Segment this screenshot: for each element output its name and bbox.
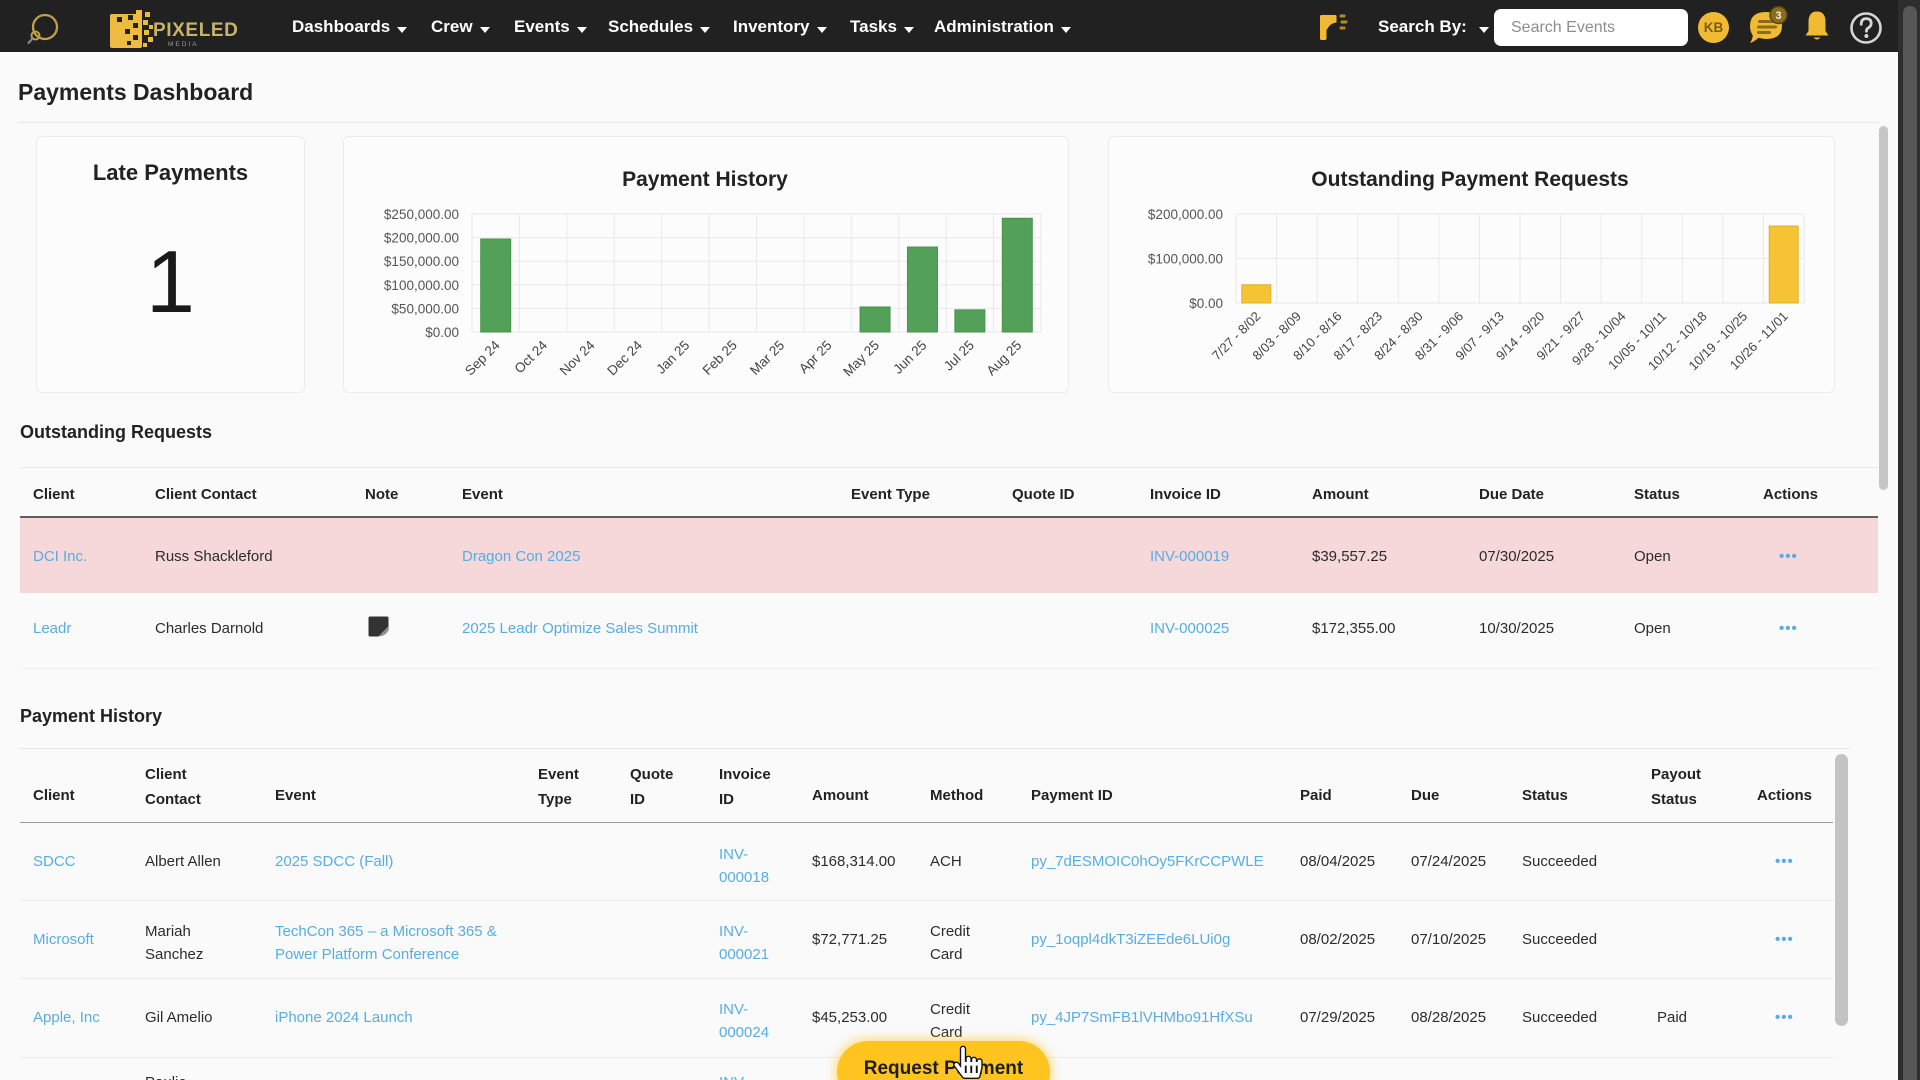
svg-text:Jun 25: Jun 25	[890, 338, 929, 377]
svg-text:Jul 25: Jul 25	[941, 338, 977, 374]
svg-text:Nov 24: Nov 24	[557, 337, 598, 378]
svg-text:$150,000.00: $150,000.00	[384, 254, 459, 269]
svg-text:Aug 25: Aug 25	[984, 338, 1025, 379]
svg-text:$200,000.00: $200,000.00	[1148, 207, 1223, 222]
svg-text:$250,000.00: $250,000.00	[384, 207, 459, 222]
svg-text:Apr 25: Apr 25	[796, 338, 835, 377]
svg-text:Sep 24: Sep 24	[462, 337, 503, 378]
svg-text:$50,000.00: $50,000.00	[391, 301, 459, 316]
svg-text:Feb 25: Feb 25	[700, 338, 740, 378]
svg-text:$100,000.00: $100,000.00	[384, 278, 459, 293]
svg-text:Jan 25: Jan 25	[653, 338, 692, 377]
svg-text:PIXELED: PIXELED	[153, 20, 239, 41]
svg-text:Oct 24: Oct 24	[512, 337, 551, 376]
svg-text:May 25: May 25	[840, 338, 882, 380]
svg-text:Dec 24: Dec 24	[604, 337, 645, 378]
svg-text:Outstanding Payment Requests: Outstanding Payment Requests	[1311, 168, 1628, 191]
svg-text:MEDIA: MEDIA	[168, 41, 199, 48]
svg-text:$200,000.00: $200,000.00	[384, 231, 459, 246]
svg-text:Mar 25: Mar 25	[747, 338, 787, 378]
svg-text:Payment History: Payment History	[622, 168, 788, 191]
svg-text:$100,000.00: $100,000.00	[1148, 252, 1223, 267]
svg-text:$0.00: $0.00	[425, 325, 459, 340]
svg-text:$0.00: $0.00	[1189, 296, 1223, 311]
svg-text:3: 3	[1775, 10, 1781, 22]
